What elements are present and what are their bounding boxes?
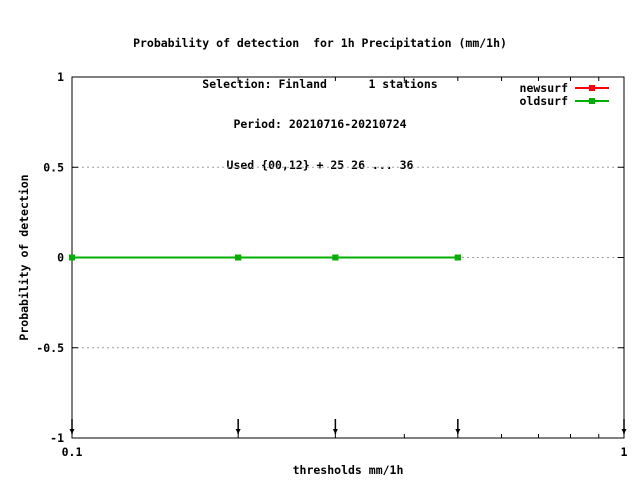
data-point-oldsurf: [454, 254, 461, 261]
data-point-oldsurf: [235, 254, 242, 261]
x-tick-label: 0.1: [62, 445, 83, 459]
threshold-marker-head: [455, 429, 461, 434]
threshold-markers: [69, 419, 627, 434]
y-axis-label: Probability of detection: [17, 174, 31, 340]
x-tick-label: 1: [621, 445, 628, 459]
y-axis: 1 0.5 0 -0.5 -1: [36, 70, 624, 445]
x-axis-label: thresholds mm/1h: [293, 463, 404, 477]
threshold-marker-head: [621, 429, 627, 434]
chart-title-line-1: Probability of detection for 1h Precipit…: [133, 36, 507, 50]
data-point-oldsurf: [69, 254, 75, 261]
y-tick-label: -1: [50, 431, 64, 445]
threshold-marker-head: [235, 429, 241, 434]
y-tick-label: 0: [57, 251, 64, 265]
chart-title-line-3: Period: 20210716-20210724: [233, 117, 407, 131]
legend-label-newsurf: newsurf: [520, 81, 569, 95]
minor-ticks: [237, 77, 600, 438]
x-axis: 0.1 1: [62, 77, 628, 459]
y-tick-label: 1: [57, 70, 64, 84]
chart-title-line-2: Selection: Finland 1 stations: [202, 76, 438, 91]
series: [69, 254, 461, 261]
chart-title-line-4: Used {00,12} + 25 26 ... 36: [226, 157, 414, 172]
series-oldsurf: [69, 254, 461, 261]
chart-title: Probability of detection for 1h Precipit…: [0, 10, 640, 186]
threshold-marker-head: [332, 429, 338, 434]
y-tick-label: 0.5: [43, 160, 64, 174]
data-point-oldsurf: [332, 254, 339, 261]
legend-label-oldsurf: oldsurf: [520, 94, 569, 108]
y-tick-label: -0.5: [36, 341, 64, 355]
legend-marker-oldsurf: [589, 98, 595, 104]
legend-marker-newsurf: [589, 85, 595, 91]
threshold-marker-head: [69, 429, 75, 434]
